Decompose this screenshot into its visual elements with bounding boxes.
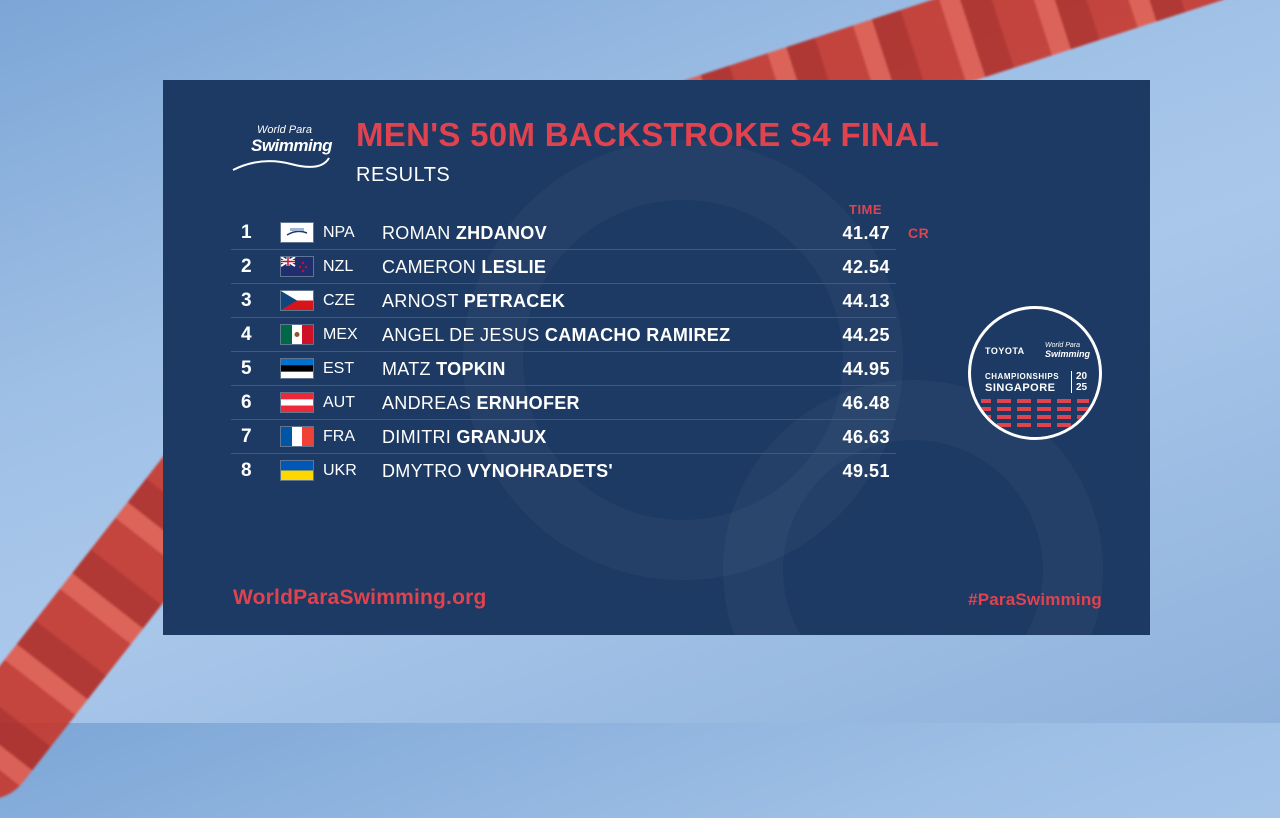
wave-icon: [232, 157, 330, 171]
country-code: EST: [323, 360, 355, 377]
result-row: 3 CZE ARNOST PETRACEK 44.13: [231, 284, 896, 318]
event-title: MEN'S 50M BACKSTROKE S4 FINAL: [356, 116, 940, 153]
result-time: 49.51: [842, 461, 890, 481]
new-zealand-flag-icon: [281, 257, 313, 276]
rank: 6: [241, 392, 252, 413]
result-time: 46.48: [842, 393, 890, 413]
athlete-name: ANGEL DE JESUS CAMACHO RAMIREZ: [382, 325, 731, 345]
city-label: SINGAPORE: [985, 382, 1056, 394]
rank: 3: [241, 290, 252, 311]
championships-badge: TOYOTA World Para Swimming CHAMPIONSHIPS …: [968, 306, 1102, 440]
result-row: 4 MEX ANGEL DE JESUS CAMACHO RAMIREZ 44.…: [231, 318, 896, 352]
athlete-name: DIMITRI GRANJUX: [382, 427, 547, 447]
result-row: 2 NZL CAMERON LESLIE 42.54: [231, 250, 896, 284]
result-time: 41.47: [842, 223, 890, 243]
result-row: 8 UKR DMYTRO VYNOHRADETS' 49.51: [231, 454, 896, 487]
rank: 1: [241, 222, 252, 243]
rank: 7: [241, 426, 252, 447]
country-code: FRA: [323, 428, 355, 445]
result-time: 46.63: [842, 427, 890, 447]
results-panel: World Para Swimming MEN'S 50M BACKSTROKE…: [163, 80, 1150, 635]
result-time: 42.54: [842, 257, 890, 277]
athlete-name: ARNOST PETRACEK: [382, 291, 566, 311]
country-code: NPA: [323, 224, 355, 241]
results-table: 1 NPA ROMAN ZHDANOV 41.47 2 NZL CAMERON …: [231, 216, 896, 487]
badge-wps-logo: World Para Swimming: [1045, 342, 1091, 359]
rank: 2: [241, 256, 252, 277]
rank: 5: [241, 358, 252, 379]
estonia-flag-icon: [281, 359, 313, 378]
result-row: 6 AUT ANDREAS ERNHOFER 46.48: [231, 386, 896, 420]
results-subtitle: RESULTS: [356, 164, 451, 186]
result-time: 44.25: [842, 325, 890, 345]
france-flag-icon: [281, 427, 313, 446]
sponsor-label: TOYOTA: [985, 346, 1025, 356]
mexico-flag-icon: [281, 325, 313, 344]
athlete-name: DMYTRO VYNOHRADETS': [382, 461, 614, 481]
result-time: 44.95: [842, 359, 890, 379]
result-row: 7 FRA DIMITRI GRANJUX 46.63: [231, 420, 896, 454]
npa-flag-icon: [281, 223, 313, 242]
badge-pattern-graphic: [971, 395, 1099, 437]
athlete-name: ANDREAS ERNHOFER: [382, 393, 580, 413]
website-link: WorldParaSwimming.org: [233, 586, 487, 609]
year-label: 20 25: [1071, 371, 1087, 393]
country-code: MEX: [323, 326, 358, 343]
ukraine-flag-icon: [281, 461, 313, 480]
rank: 8: [241, 460, 252, 481]
country-code: CZE: [323, 292, 355, 309]
country-code: NZL: [323, 258, 354, 275]
time-column-header: TIME: [849, 202, 883, 217]
country-code: AUT: [323, 394, 355, 411]
athlete-name: MATZ TOPKIN: [382, 359, 506, 379]
championships-label: CHAMPIONSHIPS: [985, 372, 1060, 381]
record-badge: CR: [908, 225, 930, 241]
athlete-name: CAMERON LESLIE: [382, 257, 547, 277]
athlete-name: ROMAN ZHDANOV: [382, 223, 547, 243]
result-row: 5 EST MATZ TOPKIN 44.95: [231, 352, 896, 386]
austria-flag-icon: [281, 393, 313, 412]
country-code: UKR: [323, 462, 357, 479]
czech-flag-icon: [281, 291, 313, 310]
world-para-swimming-logo: World Para Swimming: [231, 124, 341, 180]
hashtag: #ParaSwimming: [968, 590, 1102, 609]
result-time: 44.13: [842, 291, 890, 311]
rank: 4: [241, 324, 252, 345]
result-row: 1 NPA ROMAN ZHDANOV 41.47: [231, 216, 896, 250]
